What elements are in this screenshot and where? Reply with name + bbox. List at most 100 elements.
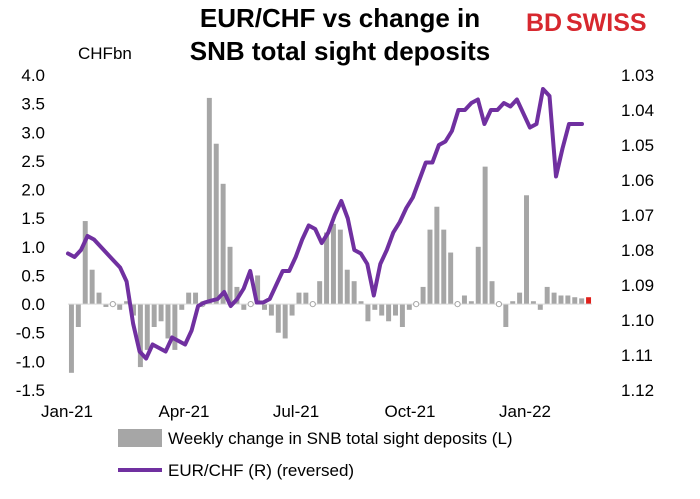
bar (241, 304, 247, 310)
bar (517, 292, 523, 305)
bar (365, 304, 371, 322)
x-axis: Jan-21 Apr-21 Jul-21 Oct-21 Jan-22 (41, 402, 551, 421)
bar-series (68, 97, 592, 373)
right-tick-label: 1.11 (621, 346, 653, 365)
bar (489, 281, 495, 305)
bar (234, 286, 240, 305)
bar (544, 286, 550, 305)
right-tick-label: 1.04 (621, 101, 654, 120)
bar (124, 301, 130, 305)
bar (434, 206, 440, 305)
bar (227, 246, 233, 305)
bar (551, 292, 557, 305)
bar (317, 281, 323, 305)
bar (68, 304, 74, 373)
bar (475, 246, 481, 305)
left-tick-label: 2.0 (21, 181, 45, 200)
bar (324, 232, 330, 305)
bar (296, 292, 302, 305)
left-tick-label: -0.5 (16, 324, 45, 343)
bar (358, 301, 364, 305)
right-tick-label: 1.07 (621, 206, 654, 225)
legend-label-line: EUR/CHF (R) (reversed) (168, 461, 354, 480)
bar (510, 301, 516, 305)
bar (282, 304, 288, 339)
bar (337, 229, 343, 305)
left-tick-label: 2.5 (21, 152, 45, 171)
bar (344, 269, 350, 305)
bar (255, 275, 261, 305)
bar (262, 304, 267, 310)
right-tick-label: 1.10 (621, 311, 654, 330)
bar (131, 304, 136, 316)
brand-logo: BD SWISS (526, 9, 647, 36)
eurchf-line (66, 87, 584, 361)
right-tick-label: 1.06 (621, 171, 654, 190)
bar (144, 304, 150, 350)
bar (289, 304, 295, 316)
zero-marker (413, 300, 420, 308)
right-tick-label: 1.09 (621, 276, 654, 295)
bar (579, 298, 585, 305)
bar (482, 166, 488, 305)
bar (393, 304, 398, 316)
zero-marker (109, 300, 116, 308)
zero-marker (495, 300, 503, 308)
bar (82, 221, 88, 305)
bar (165, 304, 171, 339)
bar (75, 304, 81, 327)
bar (351, 281, 357, 305)
bar (103, 304, 109, 307)
x-tick-label: Jan-22 (499, 402, 551, 421)
legend-label-bars: Weekly change in SNB total sight deposit… (168, 429, 513, 448)
zero-marker (454, 300, 461, 308)
bar (117, 304, 123, 310)
bar (89, 269, 95, 305)
zero-marker (247, 300, 254, 308)
right-tick-label: 1.05 (621, 136, 654, 155)
left-axis: 4.0 3.5 3.0 2.5 2.0 1.5 1.0 0.5 0.0 -0.5 -1.0 -1.5 (16, 66, 45, 400)
left-axis-unit: CHFbn (78, 44, 132, 63)
bar (193, 292, 199, 305)
left-tick-label: -1.0 (16, 352, 45, 371)
bar (379, 304, 385, 316)
left-tick-label: -1.5 (16, 381, 45, 400)
bar (468, 301, 474, 305)
bar (427, 229, 433, 305)
title-line-2: SNB total sight deposits (189, 36, 491, 66)
bar (586, 297, 592, 305)
bar (137, 304, 143, 368)
brand-logo-swiss: SWISS (566, 9, 647, 36)
title-line-1: EUR/CHF vs change in (199, 3, 481, 33)
bar (213, 143, 219, 305)
bar (96, 292, 102, 305)
bar (461, 295, 467, 305)
left-tick-label: 4.0 (21, 66, 45, 85)
bar (448, 252, 454, 305)
bar (406, 304, 412, 310)
bar (303, 292, 309, 305)
left-tick-label: 1.5 (21, 209, 45, 228)
bar (537, 304, 543, 310)
bar (386, 304, 392, 322)
bar (372, 304, 378, 310)
left-tick-label: 1.0 (21, 238, 45, 257)
bar (186, 292, 192, 305)
bar (441, 229, 447, 305)
bar (503, 304, 509, 327)
bar (572, 297, 578, 305)
left-tick-label: 0.0 (21, 295, 45, 314)
left-tick-label: 0.5 (21, 266, 45, 285)
bar (206, 97, 212, 305)
bar (565, 295, 571, 305)
brand-logo-bd: BD (526, 9, 562, 36)
right-tick-label: 1.12 (621, 381, 654, 400)
bar (158, 304, 164, 322)
bar (420, 286, 426, 305)
legend-bar-swatch (118, 429, 162, 447)
bar (220, 183, 226, 305)
bar (530, 301, 536, 305)
x-tick-label: Jul-21 (273, 402, 319, 421)
legend: Weekly change in SNB total sight deposit… (118, 429, 513, 480)
